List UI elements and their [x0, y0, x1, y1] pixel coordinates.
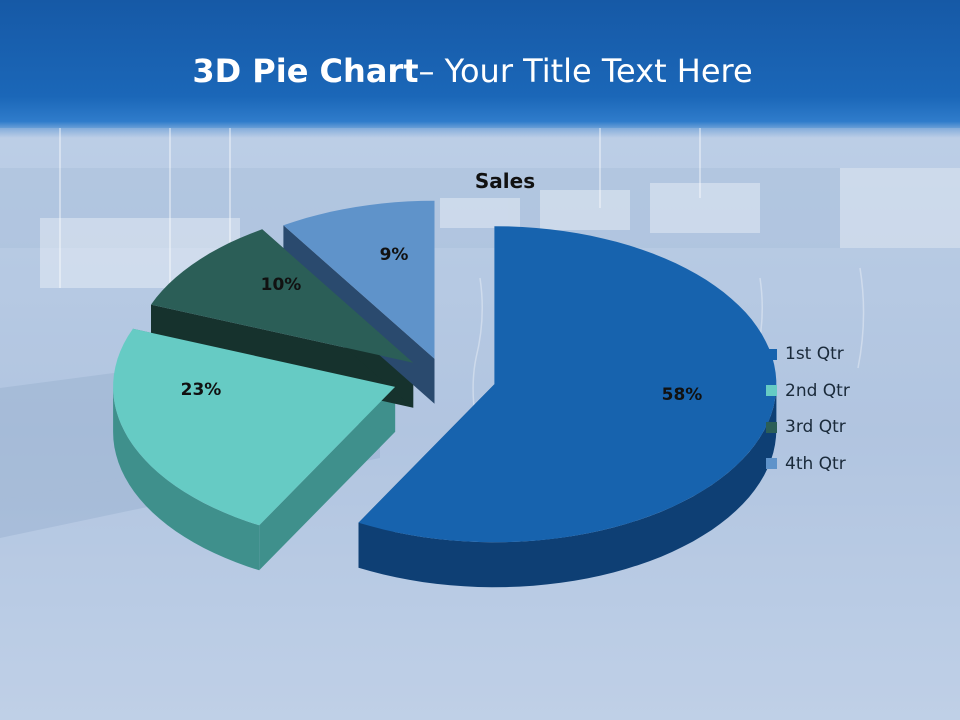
- slice-3rd-qtr: [151, 229, 414, 363]
- data-label-3rd-qtr: 10%: [261, 275, 302, 295]
- slice-1st-qtr: [358, 226, 777, 543]
- legend-swatch: [766, 385, 777, 397]
- data-label-4th-qtr: 9%: [380, 245, 409, 265]
- legend-item-1st-qtr: 1st Qtr: [766, 336, 850, 373]
- legend-item-3rd-qtr: 3rd Qtr: [766, 409, 850, 446]
- slide-title: 3D Pie Chart– Your Title Text Here: [0, 52, 945, 90]
- slice-wall-2nd-qtr-start: [259, 386, 396, 571]
- legend-label: 3rd Qtr: [785, 417, 846, 438]
- legend-swatch: [766, 348, 777, 360]
- slice-rim-1st-qtr: [358, 384, 777, 588]
- slide-title-bold: 3D Pie Chart: [192, 52, 419, 90]
- legend-label: 1st Qtr: [785, 344, 844, 365]
- header-band: [0, 0, 960, 138]
- legend-item-4th-qtr: 4th Qtr: [766, 446, 850, 483]
- slide-title-rest: – Your Title Text Here: [418, 52, 753, 90]
- legend-swatch: [766, 421, 777, 433]
- chart-title: Sales: [475, 169, 535, 193]
- legend-label: 4th Qtr: [785, 453, 846, 474]
- legend-label: 2nd Qtr: [785, 380, 850, 401]
- legend-swatch: [766, 458, 777, 470]
- data-label-2nd-qtr: 23%: [181, 380, 222, 400]
- chart-legend: 1st Qtr 2nd Qtr 3rd Qtr 4th Qtr: [766, 336, 850, 482]
- slice-2nd-qtr: [113, 328, 396, 526]
- legend-item-2nd-qtr: 2nd Qtr: [766, 373, 850, 410]
- slice-4th-qtr: [283, 200, 435, 359]
- slice-rim-2nd-qtr: [113, 386, 260, 571]
- slice-wall-4th-qtr-start: [283, 225, 435, 404]
- data-label-1st-qtr: 58%: [662, 385, 703, 405]
